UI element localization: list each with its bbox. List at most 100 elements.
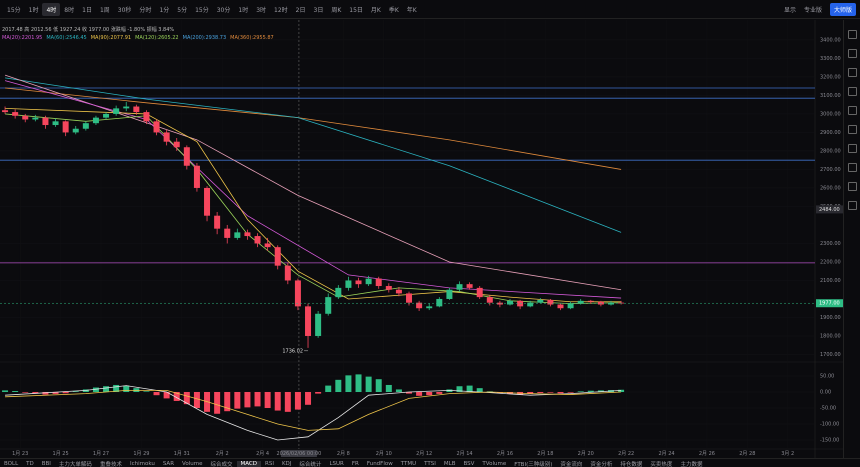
low-label: 1736.02 — [282, 348, 303, 354]
timeframe[interactable]: 分时 — [139, 6, 152, 14]
macd-bar — [113, 384, 120, 392]
dea-line — [5, 389, 622, 431]
icon[interactable] — [848, 87, 857, 96]
timeframe[interactable]: 30分 — [216, 6, 231, 14]
marker-tag-label: 2484.00 — [819, 207, 840, 213]
icon[interactable] — [848, 144, 857, 153]
candle-body — [103, 113, 110, 118]
indicator-tabs: BOLL TD BBI 主力大单解码 重叠技术 Ichimoku SAR Volume 综合成交… — [0, 458, 860, 467]
indicator-tab[interactable]: KDJ — [281, 460, 292, 467]
timeframe[interactable]: 3日 — [313, 6, 324, 14]
timeframe[interactable]: 1时 — [28, 6, 39, 14]
timeframe[interactable]: 1周 — [99, 6, 110, 14]
timeframe[interactable]: 4时 — [42, 2, 61, 16]
candle-body — [365, 278, 372, 285]
macd-tick-label: 50.00 — [820, 374, 834, 380]
indicator-tab[interactable]: SAR — [162, 460, 175, 467]
indicator-tab[interactable]: TTMU — [400, 460, 417, 467]
indicator-tab[interactable]: MACD — [236, 460, 262, 467]
macd-bar — [183, 392, 190, 405]
indicator-tab[interactable]: TTSI — [424, 460, 436, 467]
indicator-tab[interactable]: 主力数据 — [680, 461, 703, 467]
indicator-tab[interactable]: RSI — [265, 460, 274, 467]
indicator-tab[interactable]: MLB — [443, 460, 456, 467]
indicator-tab[interactable]: 买卖热度 — [650, 461, 673, 467]
icon[interactable] — [848, 125, 857, 134]
timeframe[interactable]: 15分 — [195, 6, 209, 14]
icon[interactable] — [848, 182, 857, 191]
icon[interactable] — [848, 49, 857, 58]
macd-bar — [466, 385, 473, 392]
timeframe[interactable]: 月K — [370, 6, 381, 14]
icon[interactable] — [848, 201, 857, 210]
master-button[interactable]: 大师版 — [829, 3, 856, 16]
indicator-tab[interactable]: TVolume — [482, 460, 507, 467]
timeframe[interactable]: 30秒 — [117, 6, 132, 14]
macd-bar — [264, 392, 271, 408]
indicator-tab[interactable]: BSV — [463, 460, 475, 467]
timeframe[interactable]: 3时 — [256, 6, 267, 14]
x-tick-label: 2月 24 — [658, 451, 674, 457]
y-tick-label: 2600.00 — [820, 185, 841, 191]
macd-bar — [547, 392, 554, 393]
x-tick-label: 1月 23 — [12, 451, 28, 457]
indicator-tab[interactable]: LSUR — [329, 460, 344, 467]
indicator-tab[interactable]: FundFlow — [366, 460, 393, 467]
candle-body — [264, 243, 271, 248]
x-tick-label: 2月 12 — [416, 451, 432, 457]
macd-bar — [456, 386, 463, 392]
candle-body — [32, 117, 39, 120]
timeframe[interactable]: 15日 — [349, 6, 363, 14]
timeframe[interactable]: 1分 — [159, 6, 170, 14]
indicator-tab[interactable]: 综合统计 — [299, 461, 322, 467]
indicator-tab[interactable]: BBI — [41, 460, 51, 467]
timeframe[interactable]: 季K — [388, 6, 399, 14]
timeframe[interactable]: 8时 — [64, 6, 75, 14]
display-button[interactable]: 显示 — [783, 7, 796, 14]
indicator-tab[interactable]: 主力大单解码 — [58, 461, 92, 467]
candle-body — [204, 187, 211, 216]
sidebar — [843, 20, 860, 458]
indicator-tab[interactable]: FR — [351, 460, 359, 467]
timeframe[interactable]: 2日 — [295, 6, 306, 14]
background — [0, 20, 843, 458]
indicator-tab[interactable]: BOLL — [4, 460, 19, 467]
indicator-tab[interactable]: 持仓数据 — [620, 461, 643, 467]
timeframe[interactable]: 12时 — [274, 6, 288, 14]
icon[interactable] — [848, 68, 857, 77]
candle-body — [567, 303, 574, 309]
timeframe[interactable]: 年K — [406, 6, 417, 14]
macd-tick-label: -50.00 — [820, 406, 836, 412]
indicator-tab[interactable]: Ichimoku — [129, 460, 155, 467]
icon[interactable] — [848, 163, 857, 172]
indicator-tab[interactable]: 资金流向 — [560, 461, 583, 467]
y-tick-label: 1900.00 — [820, 315, 841, 321]
macd-bar — [224, 392, 231, 412]
macd-bar — [375, 379, 382, 392]
indicator-tab[interactable]: 资金分析 — [590, 461, 613, 467]
timeframe[interactable]: 5分 — [177, 6, 188, 14]
macd-bar — [527, 392, 534, 394]
timeframe[interactable]: 15分 — [7, 6, 21, 14]
ma-line — [4, 74, 622, 291]
timeframe[interactable]: 周K — [331, 6, 342, 14]
icon[interactable] — [848, 106, 857, 115]
timeframe[interactable]: 1时 — [238, 6, 249, 14]
macd-bar — [214, 392, 221, 414]
timeframe[interactable]: 1日 — [82, 6, 92, 14]
y-tick-label: 2800.00 — [820, 148, 841, 154]
indicator-tab[interactable]: 重叠技术 — [99, 461, 122, 467]
indicator-tab[interactable]: Volume — [182, 460, 203, 467]
icon[interactable] — [848, 30, 857, 39]
candle-body — [305, 306, 312, 336]
macd-bar — [305, 392, 312, 405]
candle-body — [547, 299, 554, 305]
indicator-tab[interactable]: 综合成交 — [210, 461, 233, 467]
indicator-tab[interactable]: TD — [26, 460, 34, 467]
x-tick-label: 2月 22 — [618, 451, 634, 457]
y-tick-label: 1800.00 — [820, 333, 841, 339]
indicator-tab[interactable]: FTBI(三种级别) — [514, 461, 553, 467]
candle-body — [385, 286, 392, 290]
macd-bar — [72, 391, 79, 392]
pro-button[interactable]: 专业版 — [803, 7, 822, 14]
